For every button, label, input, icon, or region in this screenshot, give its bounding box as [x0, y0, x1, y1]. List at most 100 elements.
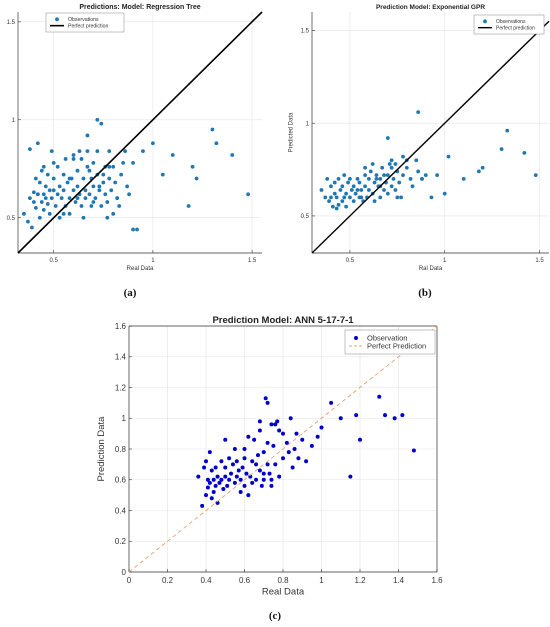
data-point — [355, 176, 360, 181]
data-point — [389, 158, 394, 163]
data-point — [207, 450, 212, 455]
data-point — [416, 110, 421, 115]
data-point — [91, 184, 96, 189]
data-point — [170, 153, 175, 157]
data-point — [340, 184, 345, 189]
data-point — [95, 149, 100, 154]
data-point — [244, 471, 249, 476]
data-point — [210, 127, 215, 132]
data-point — [234, 459, 239, 464]
y-tick-label-1: 1 — [306, 121, 310, 127]
data-point — [213, 465, 218, 470]
data-point — [95, 117, 100, 122]
x-axis-label: Ral Data — [419, 266, 443, 272]
data-point — [223, 465, 228, 470]
y-tick-label-4: 0.8 — [115, 445, 127, 454]
data-point — [389, 165, 394, 170]
data-point — [49, 149, 54, 154]
data-point — [75, 168, 80, 173]
data-point — [385, 136, 390, 140]
x-tick-label-4: 0.8 — [277, 576, 289, 585]
data-point — [26, 219, 30, 224]
data-point — [338, 416, 343, 421]
data-point — [121, 160, 126, 165]
x-tick-label-1: 0.2 — [162, 576, 174, 585]
data-point — [351, 184, 356, 189]
data-point — [238, 477, 243, 482]
data-point — [41, 164, 46, 169]
data-point — [196, 474, 201, 479]
data-point — [246, 493, 251, 498]
data-point — [43, 184, 48, 189]
data-point — [125, 184, 130, 189]
data-point — [363, 173, 367, 178]
data-point — [47, 188, 52, 193]
data-point — [51, 188, 56, 193]
data-point — [374, 173, 379, 178]
data-point — [423, 173, 428, 178]
data-point — [334, 195, 339, 200]
data-point — [351, 199, 356, 203]
data-point — [366, 188, 371, 192]
data-point — [83, 188, 88, 193]
x-tick-label-7: 1.4 — [393, 576, 405, 585]
chart-panel-1: 0.5 1 1.5 0.5 1 1.5 Prediction Model: Exponent… — [288, 4, 550, 299]
data-point — [51, 160, 56, 165]
data-point — [257, 428, 262, 433]
data-point — [83, 196, 88, 201]
data-point — [327, 199, 331, 203]
data-point — [374, 176, 379, 181]
legend-entry-label: Observations — [496, 19, 526, 25]
data-point — [336, 176, 341, 181]
data-point — [397, 180, 402, 185]
data-point — [160, 172, 165, 177]
data-point — [416, 169, 421, 174]
data-point — [336, 202, 341, 207]
data-point — [309, 443, 314, 448]
data-point — [265, 440, 270, 445]
data-point — [87, 168, 92, 173]
data-point — [79, 204, 84, 208]
data-point — [43, 196, 48, 201]
data-point — [225, 483, 230, 488]
data-point — [91, 160, 96, 165]
data-point — [41, 192, 46, 197]
data-point — [242, 483, 247, 488]
y-tick-label-1: 1 — [12, 118, 16, 124]
data-point — [217, 480, 222, 485]
x-tick-label-2: 0.4 — [200, 576, 212, 585]
data-point — [204, 493, 208, 498]
data-point — [348, 176, 352, 181]
data-point — [461, 176, 466, 181]
data-point — [81, 176, 86, 181]
data-point — [294, 431, 299, 436]
data-point — [67, 211, 72, 216]
data-point — [115, 196, 120, 201]
data-point — [378, 195, 383, 200]
data-point — [35, 192, 40, 197]
x-axis-label: Real Data — [127, 266, 154, 272]
legend-entry-label: Observation — [367, 334, 407, 343]
data-point — [35, 141, 40, 146]
perfect-prediction-line — [311, 20, 550, 254]
data-point — [209, 468, 214, 473]
data-point — [342, 195, 347, 200]
legend-point-swatch — [354, 336, 358, 340]
y-tick-label-8: 1.6 — [115, 322, 127, 331]
legend-box — [473, 14, 545, 35]
data-point — [200, 503, 205, 508]
data-point — [254, 477, 259, 482]
data-point — [401, 173, 405, 178]
data-point — [330, 204, 335, 209]
data-point — [271, 443, 276, 448]
data-point — [223, 474, 228, 479]
data-point — [107, 164, 112, 169]
x-tick-label-0: 0.5 — [50, 258, 59, 264]
data-point — [372, 180, 377, 185]
data-point — [300, 437, 305, 442]
x-tick-label-1: 1 — [443, 258, 447, 264]
data-point — [22, 211, 26, 216]
